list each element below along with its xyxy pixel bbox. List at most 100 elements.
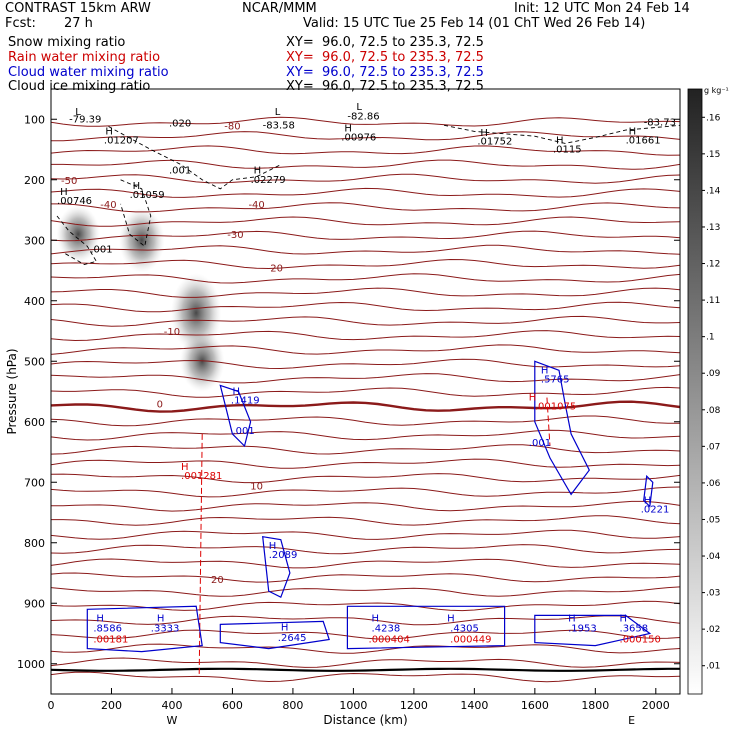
y-tick-label-5: 600	[24, 416, 45, 429]
cloud-water-label-7: .0221	[641, 505, 670, 516]
isotherm-line-37	[51, 643, 680, 654]
x-axis-label: Distance (km)	[323, 713, 407, 727]
fcst-label: Fcst:	[5, 16, 36, 31]
field-xy-cloud-ice: XY= 96.0, 72.5 to 235.3, 72.5	[286, 79, 484, 94]
cloud-water-label-8: H	[269, 541, 277, 552]
cloud-water-label-10: H	[96, 613, 104, 624]
field-label-rain: Rain water mixing ratio	[8, 50, 161, 65]
y-tick-label-3: 400	[24, 295, 45, 308]
colorbar-label-5: .06	[706, 479, 721, 489]
isotherm-line-17	[51, 358, 680, 370]
isotherm-line-18	[51, 373, 680, 384]
colorbar-label-11: .12	[706, 260, 720, 270]
fcst-value: 27 h	[64, 16, 93, 31]
valid-time: Valid: 15 UTC Tue 25 Feb 14 (01 ChT Wed …	[303, 16, 646, 31]
isotherm-label-4: -40	[248, 200, 264, 211]
colorbar-label-7: .08	[706, 406, 721, 416]
field-xy-snow: XY= 96.0, 72.5 to 235.3, 72.5	[286, 35, 484, 50]
snow-contour-3	[444, 124, 680, 144]
isotherm-line-13	[51, 301, 680, 313]
snow-ice-label-10: .00976	[341, 132, 376, 143]
colorbar-label-14: .15	[706, 150, 720, 160]
isotherm-line-32	[51, 572, 680, 583]
plot-frame	[50, 88, 681, 695]
isotherm-line-23	[51, 444, 680, 455]
cloud-water-label-3: H	[541, 365, 549, 376]
isotherm-line-15	[51, 330, 680, 342]
isotherm-line-25	[51, 473, 680, 484]
cloud-water-label-5: .001	[529, 438, 551, 449]
cloud-water-label-9: .2089	[269, 550, 298, 561]
snow-ice-label-13: H	[556, 135, 564, 146]
cloud-water-label-18: H	[447, 613, 455, 624]
y-tick-label-7: 800	[24, 537, 45, 550]
isotherm-line-38	[51, 657, 680, 668]
cloud-water-label-13: .3333	[151, 624, 180, 635]
y-tick-label-0: 100	[24, 113, 45, 126]
isotherm-line-11	[51, 273, 680, 284]
x-end-label-east: E	[628, 714, 635, 727]
isotherm-line-22	[51, 429, 680, 441]
isotherm-line-10	[51, 258, 680, 270]
isotherm-line-1	[51, 131, 680, 142]
colorbar-label-4: .05	[706, 515, 720, 525]
x-tick-label-7: 1400	[460, 699, 488, 712]
cloud-water-contour-4	[86, 605, 203, 653]
isotherm-label-8: 0	[157, 400, 163, 411]
cloud-water-label-1: .1419	[231, 396, 260, 407]
cloud-water-label-16: H	[372, 613, 380, 624]
isotherm-line-16	[51, 344, 680, 355]
snow-ice-label-8: -82.86	[347, 111, 379, 122]
isotherm-line-26	[51, 486, 680, 498]
isotherm-line-7	[51, 216, 680, 227]
field-xy-rain: XY= 96.0, 72.5 to 235.3, 72.5	[286, 50, 484, 65]
colorbar-label-8: .09	[706, 369, 721, 379]
cloud-water-contour-5	[219, 620, 330, 650]
rain-contour-1	[546, 397, 551, 446]
cloud-water-contour-7	[534, 614, 652, 647]
x-tick-label-1: 200	[101, 699, 122, 712]
colorbar-label-1: .02	[706, 625, 720, 635]
snow-ice-label-9: H	[344, 123, 352, 134]
isotherm-line-4	[51, 173, 680, 184]
init-time: Init: 12 UTC Mon 24 Feb 14	[514, 1, 690, 16]
snow-ice-label-14: .0115	[553, 145, 582, 156]
cloud-water-label-14: H	[281, 622, 289, 633]
isotherm-line-8	[51, 230, 680, 242]
rain-label-3: .001075	[535, 402, 576, 413]
isotherm-line-9	[51, 244, 680, 255]
snow-ice-label-19: H	[254, 166, 262, 177]
rain-contour-0	[198, 433, 203, 676]
colorbar-label-12: .13	[706, 223, 720, 233]
isotherm-line-6	[51, 202, 680, 213]
x-tick-label-8: 1600	[521, 699, 549, 712]
y-tick-label-4: 500	[24, 355, 45, 368]
isotherm-line-0	[51, 116, 680, 127]
snow-ice-label-3: .01207	[104, 135, 139, 146]
cloud-water-contour-2	[262, 535, 291, 599]
snow-ice-label-16: .01661	[626, 135, 661, 146]
isotherm-label-0: -80	[224, 121, 240, 132]
cloud-water-label-12: H	[157, 613, 165, 624]
snow-ice-label-25: .001	[90, 244, 112, 255]
snow-ice-label-15: H	[629, 126, 637, 137]
x-tick-label-9: 1800	[581, 699, 609, 712]
cloud-water-contour-0	[219, 384, 252, 448]
y-tick-label-8: 900	[24, 597, 45, 610]
isotherm-line-12	[51, 287, 680, 298]
snow-ice-label-4: .020	[169, 119, 191, 130]
cloud-water-label-15: .2645	[278, 633, 307, 644]
x-tick-label-2: 400	[161, 699, 182, 712]
isotherm-label-2: -50	[61, 176, 77, 187]
isotherm-line-19	[51, 386, 680, 398]
isotherm-line-28	[51, 515, 680, 526]
x-tick-label-10: 2000	[642, 699, 670, 712]
colorbar-label-13: .14	[706, 186, 721, 196]
isotherm-line-24	[51, 458, 680, 469]
surface-line	[51, 667, 680, 672]
cloud-water-contour-6	[346, 605, 506, 650]
cloud-water-label-21: .1953	[568, 624, 597, 635]
isotherm-label-6: -20	[267, 263, 283, 274]
colorbar-label-2: .03	[706, 589, 720, 599]
